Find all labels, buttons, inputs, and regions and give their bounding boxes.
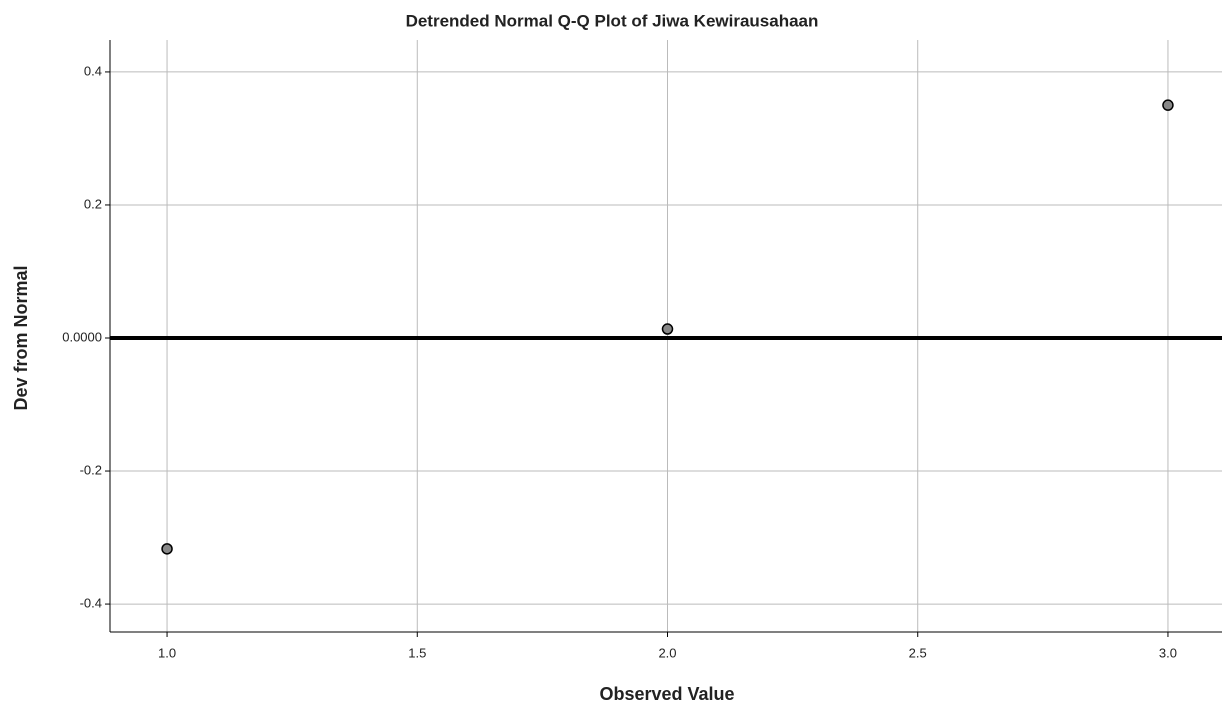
x-tick-label: 2.5 — [909, 645, 927, 660]
chart-title: Detrended Normal Q-Q Plot of Jiwa Kewira… — [406, 11, 819, 30]
point — [1163, 100, 1173, 110]
y-tick-label: -0.2 — [80, 462, 102, 477]
y-tick-label: 0.0000 — [62, 329, 102, 344]
x-tick-label: 1.5 — [408, 645, 426, 660]
y-tick-label: -0.4 — [80, 596, 102, 611]
y-tick-label: 0.2 — [84, 196, 102, 211]
x-tick-label: 3.0 — [1159, 645, 1177, 660]
x-axis-label: Observed Value — [599, 684, 734, 704]
y-tick-label: 0.4 — [84, 63, 102, 78]
chart: Detrended Normal Q-Q Plot of Jiwa Kewira… — [0, 0, 1225, 711]
point — [162, 544, 172, 554]
y-axis-label: Dev from Normal — [11, 265, 31, 410]
x-tick-label: 1.0 — [158, 645, 176, 660]
point — [663, 324, 673, 334]
x-tick-label: 2.0 — [658, 645, 676, 660]
